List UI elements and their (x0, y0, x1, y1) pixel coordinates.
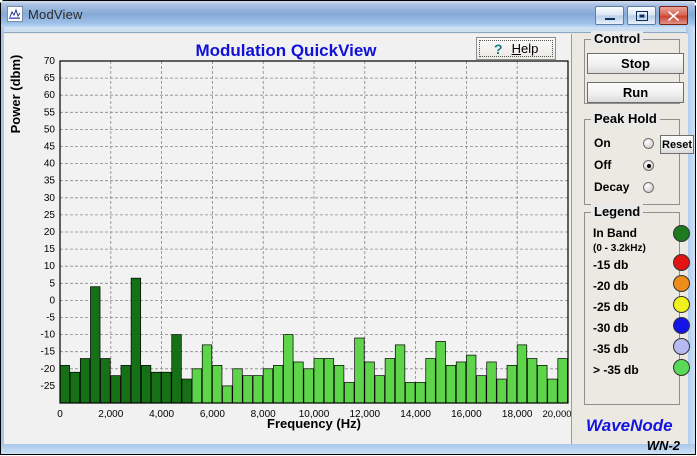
svg-text:60: 60 (44, 90, 56, 101)
svg-text:-10: -10 (41, 330, 56, 341)
svg-text:25: 25 (44, 210, 56, 221)
svg-text:45: 45 (44, 142, 56, 153)
svg-text:20: 20 (44, 227, 56, 238)
svg-text:15: 15 (44, 244, 56, 255)
svg-text:-5: -5 (46, 313, 55, 324)
svg-text:30: 30 (44, 193, 56, 204)
svg-text:35: 35 (44, 176, 56, 187)
svg-text:10: 10 (44, 261, 56, 272)
svg-text:70: 70 (44, 56, 56, 67)
svg-text:-15: -15 (41, 347, 56, 358)
svg-text:50: 50 (44, 124, 56, 135)
svg-text:5: 5 (49, 278, 55, 289)
svg-text:40: 40 (44, 159, 56, 170)
svg-text:-20: -20 (41, 364, 56, 375)
svg-text:0: 0 (49, 295, 55, 306)
svg-text:55: 55 (44, 107, 56, 118)
svg-text:-25: -25 (41, 381, 56, 392)
svg-text:65: 65 (44, 73, 56, 84)
